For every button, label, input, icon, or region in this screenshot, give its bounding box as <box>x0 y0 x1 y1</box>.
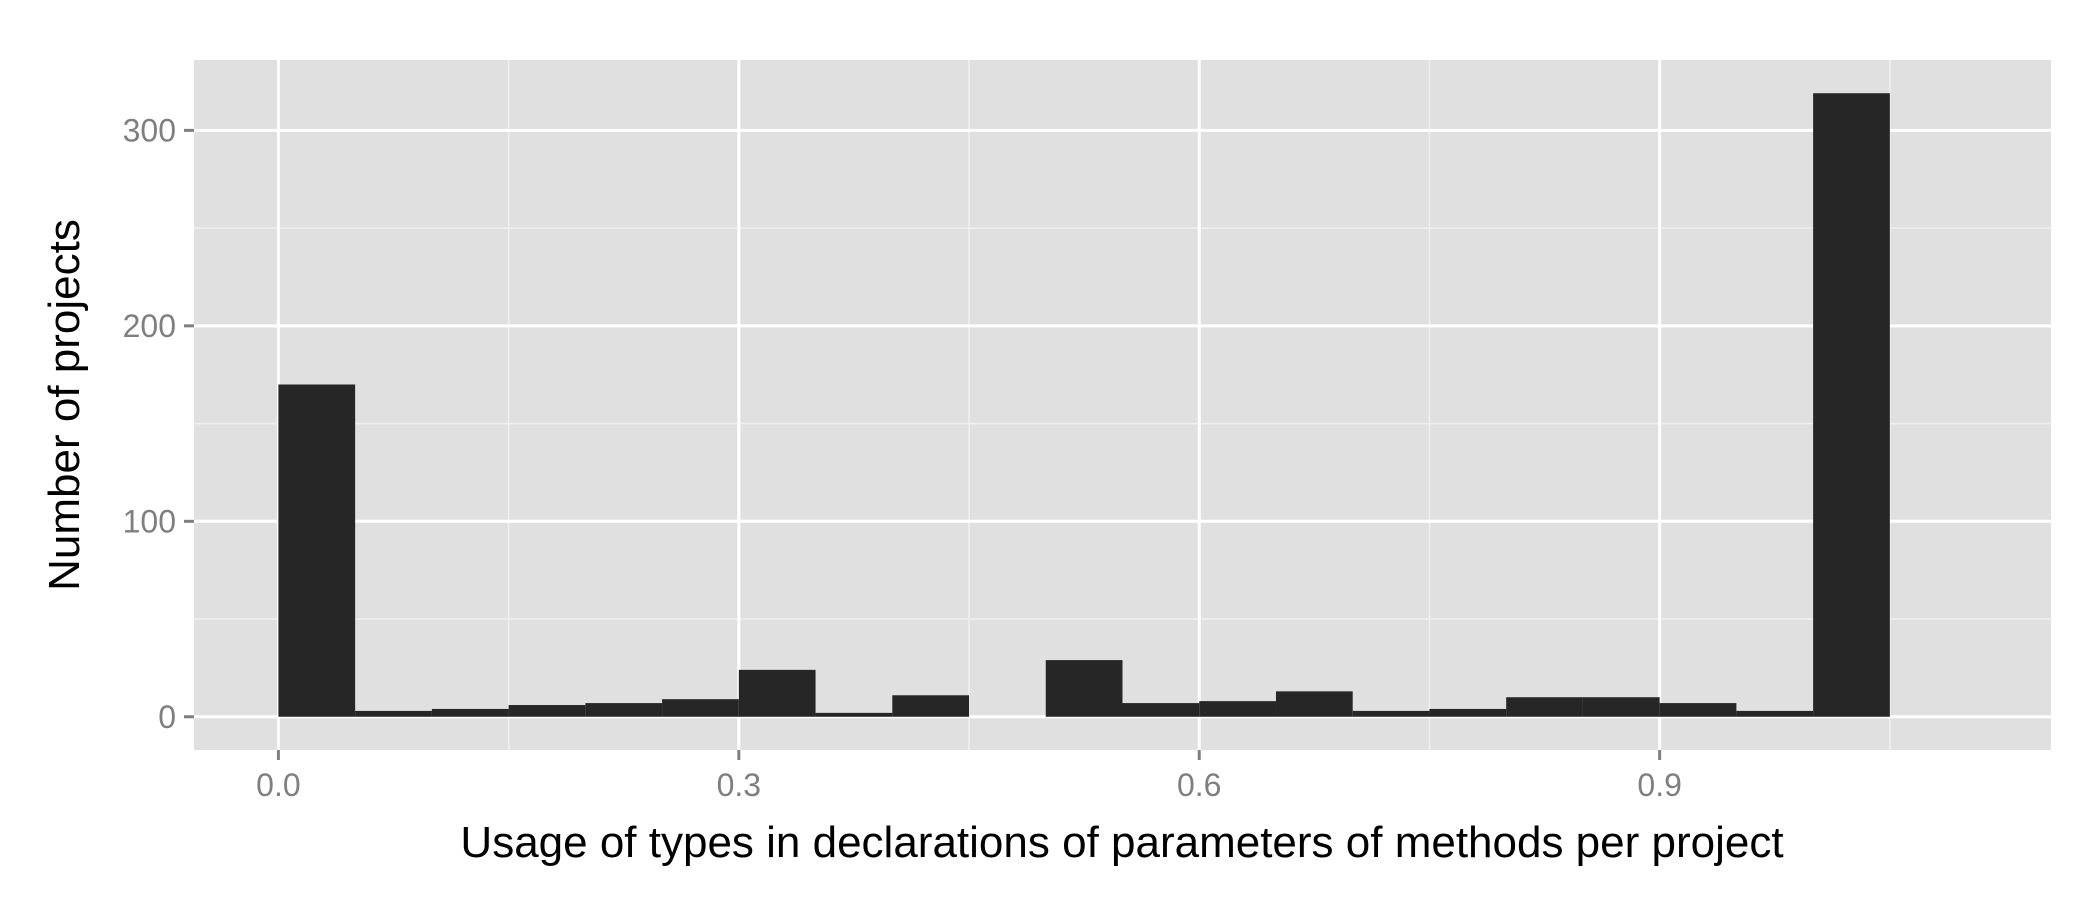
x-axis-title: Usage of types in declarations of parame… <box>460 818 1783 867</box>
histogram-bars <box>278 93 1890 717</box>
histogram-bar <box>355 710 432 717</box>
histogram-bar <box>1352 710 1430 717</box>
plot-panel <box>194 60 2051 750</box>
x-axis: 0.0 0.3 0.6 0.9 <box>256 750 1682 803</box>
y-tick-label: 200 <box>123 308 176 344</box>
grid-minor <box>194 60 2051 750</box>
histogram-bar <box>662 699 739 717</box>
histogram-bar <box>431 708 509 717</box>
y-tick-label: 300 <box>123 112 176 148</box>
histogram-bar <box>1429 708 1507 717</box>
y-axis: 0 100 200 300 <box>123 112 194 735</box>
y-axis-title: Number of projects <box>40 219 89 591</box>
histogram-bar <box>1506 697 1583 717</box>
histogram-bar <box>738 669 816 717</box>
histogram-bar <box>1659 703 1737 717</box>
y-tick-label: 100 <box>123 503 176 539</box>
histogram-bar <box>278 384 356 717</box>
histogram-bar <box>1813 93 1890 717</box>
histogram-bar <box>1122 703 1200 717</box>
x-tick-label: 0.9 <box>1637 767 1681 803</box>
histogram-bar <box>1736 710 1814 717</box>
histogram-bar <box>1275 691 1353 717</box>
y-tick-label: 0 <box>158 699 176 735</box>
histogram-bar <box>892 695 970 717</box>
histogram-bar <box>585 703 663 717</box>
histogram-bar <box>1199 701 1276 717</box>
x-tick-label: 0.3 <box>717 767 761 803</box>
x-tick-label: 0.0 <box>256 767 300 803</box>
histogram-bar <box>1045 660 1123 717</box>
histogram-bar <box>508 705 586 717</box>
histogram-bar <box>1582 697 1660 717</box>
x-tick-label: 0.6 <box>1177 767 1221 803</box>
histogram-bar <box>815 712 893 717</box>
